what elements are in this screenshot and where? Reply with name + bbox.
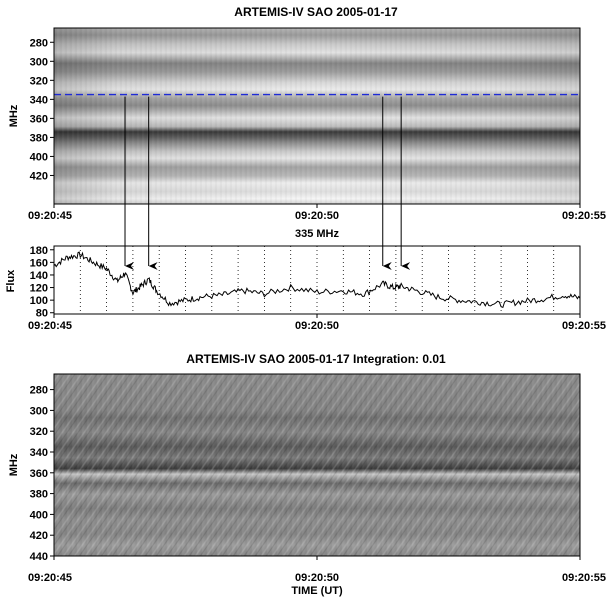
integrated-ytick-label: 280 bbox=[30, 385, 48, 397]
integrated-ytick-label: 420 bbox=[30, 530, 48, 542]
spectrum-xtick-label: 09:20:50 bbox=[295, 210, 339, 222]
spectrum-title: ARTEMIS-IV SAO 2005-01-17 bbox=[234, 5, 398, 19]
flux-x-axis: 09:20:45 09:20:50 09:20:55 bbox=[28, 314, 606, 332]
spectrum-ytick-label: 340 bbox=[30, 94, 48, 106]
flux-ytick-label: 100 bbox=[30, 295, 48, 307]
integrated-texture bbox=[54, 374, 580, 556]
integrated-spectrum-panel: ARTEMIS-IV SAO 2005-01-17 Integration: 0… bbox=[8, 352, 606, 597]
integrated-xtick-label: 09:20:45 bbox=[28, 572, 72, 584]
flux-ytick-label: 140 bbox=[30, 270, 48, 282]
integrated-ytick-label: 440 bbox=[30, 551, 48, 563]
integrated-x-label: TIME (UT) bbox=[291, 585, 343, 597]
flux-xtick-label: 09:20:55 bbox=[562, 320, 606, 332]
flux-ytick-label: 80 bbox=[36, 308, 48, 320]
integrated-y-label: MHz bbox=[8, 453, 20, 476]
spectrum-xtick-label: 09:20:45 bbox=[28, 210, 72, 222]
flux-xtick-label: 09:20:45 bbox=[28, 320, 72, 332]
spectrum-ytick-label: 420 bbox=[30, 170, 48, 182]
flux-ytick-label: 180 bbox=[30, 245, 48, 257]
integrated-x-axis: 09:20:45 09:20:50 09:20:55 bbox=[28, 556, 606, 584]
spectrum-ytick-label: 360 bbox=[30, 113, 48, 125]
integrated-xtick-label: 09:20:50 bbox=[295, 572, 339, 584]
dynamic-spectrum-panel: ARTEMIS-IV SAO 2005-01-17 280 300 320 340 36… bbox=[8, 5, 606, 222]
flux-ytick-label: 160 bbox=[30, 257, 48, 269]
spectrum-ytick-label: 380 bbox=[30, 132, 48, 144]
integrated-ytick-label: 340 bbox=[30, 447, 48, 459]
flux-annotation: 335 MHz bbox=[295, 228, 340, 240]
flux-xtick-label: 09:20:50 bbox=[295, 320, 339, 332]
spectrum-ytick-label: 400 bbox=[30, 151, 48, 163]
integrated-y-axis: 280 300 320 340 360 380 400 420 440 bbox=[30, 385, 54, 563]
spectrum-y-axis: 280 300 320 340 360 380 400 420 bbox=[30, 37, 54, 182]
flux-grid bbox=[79, 246, 555, 314]
integrated-title: ARTEMIS-IV SAO 2005-01-17 Integration: 0… bbox=[186, 352, 446, 366]
spectrum-x-axis: 09:20:45 09:20:50 09:20:55 bbox=[28, 204, 606, 222]
spectrum-ytick-label: 320 bbox=[30, 75, 48, 87]
flux-y-label: Flux bbox=[5, 269, 17, 292]
spectrum-texture bbox=[54, 28, 580, 204]
flux-frame bbox=[53, 245, 581, 315]
flux-ytick-label: 120 bbox=[30, 283, 48, 295]
integrated-xtick-label: 09:20:55 bbox=[562, 572, 606, 584]
integrated-ytick-label: 400 bbox=[30, 509, 48, 521]
integrated-ytick-label: 380 bbox=[30, 489, 48, 501]
spectrum-xtick-label: 09:20:55 bbox=[562, 210, 606, 222]
integrated-ytick-label: 320 bbox=[30, 426, 48, 438]
spectrum-y-label: MHz bbox=[8, 104, 20, 127]
flux-series-line bbox=[53, 251, 581, 309]
spectrum-ytick-label: 300 bbox=[30, 56, 48, 68]
integrated-ytick-label: 300 bbox=[30, 405, 48, 417]
integrated-ytick-label: 360 bbox=[30, 468, 48, 480]
spectrum-ytick-label: 280 bbox=[30, 37, 48, 49]
burst-arrows bbox=[124, 96, 411, 270]
